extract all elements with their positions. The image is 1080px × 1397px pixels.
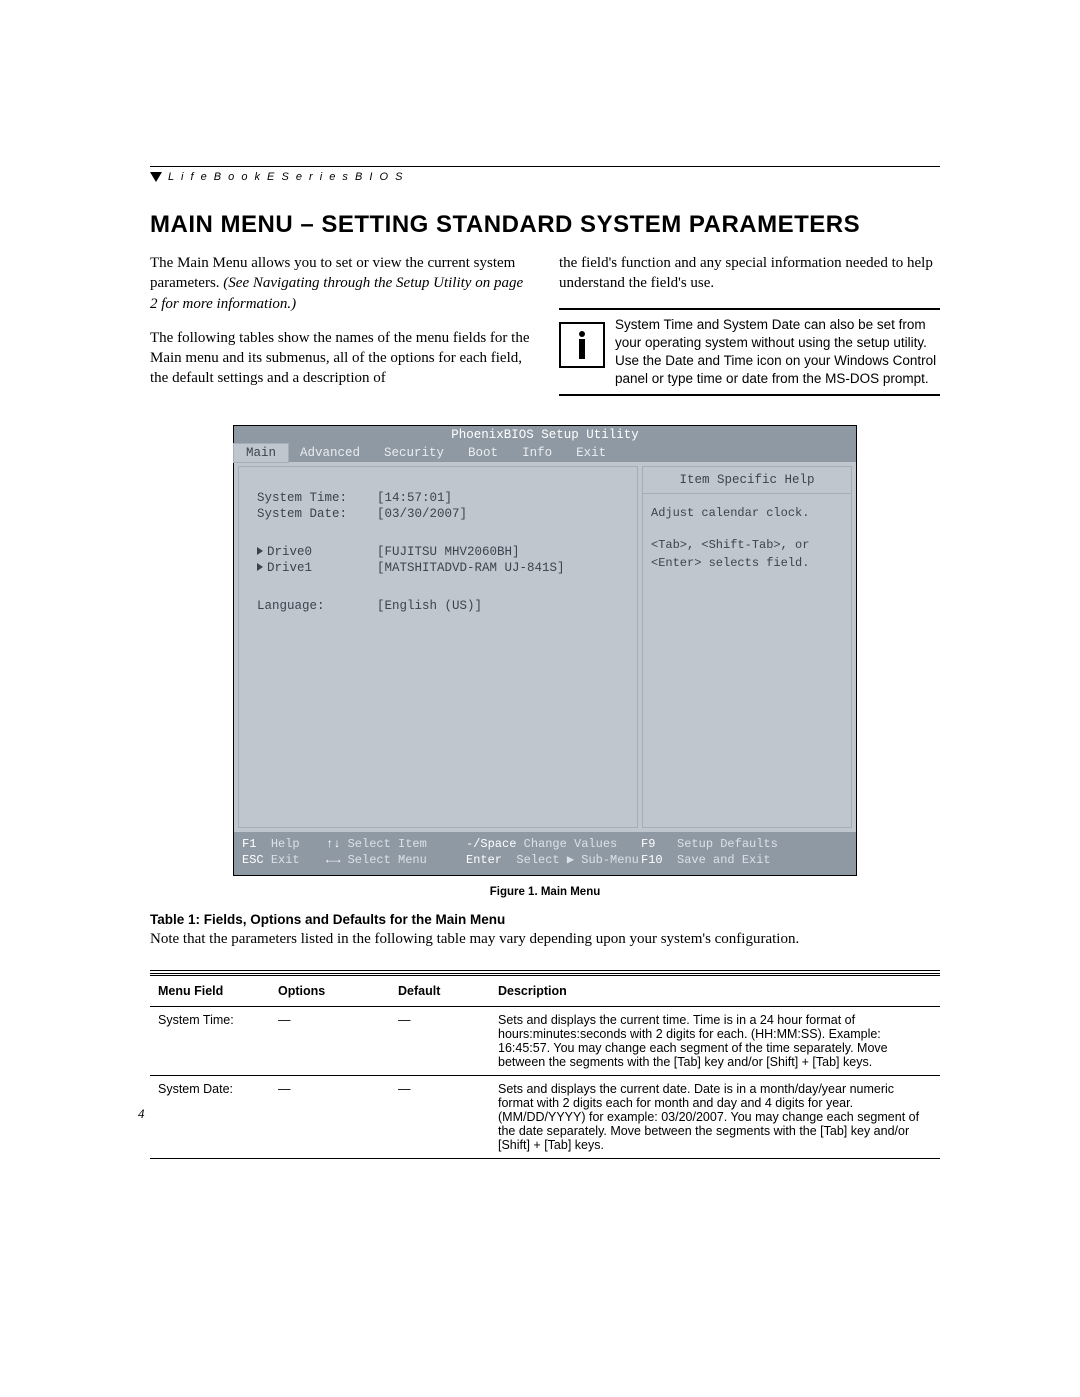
bios-tab-info[interactable]: Info (510, 444, 564, 462)
drive0-value: [FUJITSU MHV2060BH] (377, 545, 520, 559)
bios-tabs: Main Advanced Security Boot Info Exit (234, 444, 856, 462)
drive0-label: Drive0 (257, 545, 377, 559)
help-line1: Adjust calendar clock. (651, 504, 843, 522)
language-value[interactable]: [English (US)] (377, 599, 482, 613)
triangle-icon (257, 547, 263, 555)
cell-default: — (390, 1007, 490, 1076)
intro-p2: The following tables show the names of t… (150, 328, 531, 389)
bios-help-title: Item Specific Help (642, 466, 852, 494)
cell-desc: Sets and displays the current time. Time… (490, 1007, 940, 1076)
running-head-text: L i f e B o o k E S e r i e s B I O S (168, 171, 404, 183)
system-date-value[interactable]: [03/30/2007] (377, 507, 467, 521)
intro-col-left: The Main Menu allows you to set or view … (150, 253, 531, 403)
cell-options: — (270, 1076, 390, 1159)
language-label: Language: (257, 599, 377, 613)
th-menu-field: Menu Field (150, 975, 270, 1007)
cell-options: — (270, 1007, 390, 1076)
bios-footer: F1 Help ↑↓ Select Item -/Space Change Va… (234, 832, 856, 876)
cell-field: System Time: (150, 1007, 270, 1076)
bios-help-body: Adjust calendar clock. <Tab>, <Shift-Tab… (642, 494, 852, 828)
bios-title: PhoenixBIOS Setup Utility (234, 426, 856, 444)
intro-col-right: the field's function and any special inf… (559, 253, 940, 403)
bios-row-drive0[interactable]: Drive0 [FUJITSU MHV2060BH] (257, 545, 627, 559)
triangle-icon (257, 563, 263, 571)
cell-field: System Date: (150, 1076, 270, 1159)
bios-row-system-time[interactable]: System Time: [14:57:01] (257, 491, 627, 505)
th-options: Options (270, 975, 390, 1007)
page-number: 4 (138, 1106, 145, 1122)
info-note: System Time and System Date can also be … (559, 308, 940, 397)
table-header-row: Menu Field Options Default Description (150, 975, 940, 1007)
bios-row-language[interactable]: Language: [English (US)] (257, 599, 627, 613)
drive1-label: Drive1 (257, 561, 377, 575)
fields-table: Menu Field Options Default Description S… (150, 973, 940, 1159)
bios-tab-main[interactable]: Main (234, 444, 288, 462)
figure-caption: Figure 1. Main Menu (150, 886, 940, 898)
system-time-label: System Time: (257, 491, 377, 505)
bios-tab-security[interactable]: Security (372, 444, 456, 462)
table-row: System Date: — — Sets and displays the c… (150, 1076, 940, 1159)
bios-body: System Time: [14:57:01] System Date: [03… (234, 462, 856, 832)
system-date-label: System Date: (257, 507, 377, 521)
top-rule (150, 166, 940, 167)
bios-row-system-date[interactable]: System Date: [03/30/2007] (257, 507, 627, 521)
bios-main-panel: System Time: [14:57:01] System Date: [03… (238, 466, 638, 828)
cell-default: — (390, 1076, 490, 1159)
header-mark-icon (150, 172, 162, 182)
info-icon (559, 322, 605, 368)
bios-tab-advanced[interactable]: Advanced (288, 444, 372, 462)
table-note: Note that the parameters listed in the f… (150, 931, 940, 948)
bios-row-drive1[interactable]: Drive1 [MATSHITADVD-RAM UJ-841S] (257, 561, 627, 575)
bios-footer-row1: F1 Help ↑↓ Select Item -/Space Change Va… (242, 836, 848, 853)
help-line3: <Enter> selects field. (651, 554, 843, 572)
help-line2: <Tab>, <Shift-Tab>, or (651, 536, 843, 554)
intro-p1: The Main Menu allows you to set or view … (150, 253, 531, 314)
page-title: MAIN MENU – SETTING STANDARD SYSTEM PARA… (150, 211, 940, 239)
bios-tab-exit[interactable]: Exit (564, 444, 618, 462)
bios-help-panel: Item Specific Help Adjust calendar clock… (642, 466, 852, 828)
info-note-text: System Time and System Date can also be … (615, 316, 940, 389)
table-title: Table 1: Fields, Options and Defaults fo… (150, 912, 940, 927)
system-time-value[interactable]: [14:57:01] (377, 491, 452, 505)
cell-desc: Sets and displays the current date. Date… (490, 1076, 940, 1159)
drive1-value: [MATSHITADVD-RAM UJ-841S] (377, 561, 565, 575)
bios-screenshot: PhoenixBIOS Setup Utility Main Advanced … (233, 425, 857, 877)
th-description: Description (490, 975, 940, 1007)
bios-footer-row2: ESC Exit ←→ Select Menu Enter Select ▶ S… (242, 852, 848, 869)
intro-p3: the field's function and any special inf… (559, 253, 940, 294)
th-default: Default (390, 975, 490, 1007)
intro-columns: The Main Menu allows you to set or view … (150, 253, 940, 403)
running-header: L i f e B o o k E S e r i e s B I O S (150, 171, 940, 183)
bios-tab-boot[interactable]: Boot (456, 444, 510, 462)
table-row: System Time: — — Sets and displays the c… (150, 1007, 940, 1076)
page: L i f e B o o k E S e r i e s B I O S MA… (150, 166, 940, 1159)
